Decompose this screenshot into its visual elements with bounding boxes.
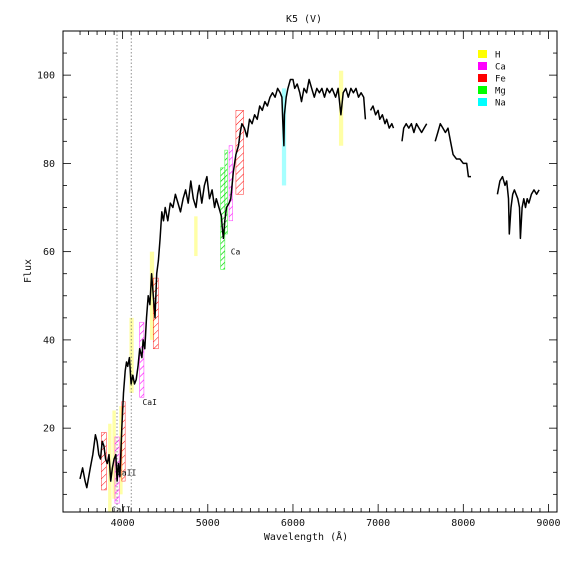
legend-label-h: H [495, 51, 500, 61]
x-tick-label: 8000 [451, 518, 475, 529]
spectrum-segment-2 [401, 122, 428, 142]
spectrum-series [79, 78, 540, 489]
annotation-1: CaII [117, 468, 136, 477]
spectrum-segment-0 [79, 78, 367, 489]
line-annotations: CaII CaII CaI Ca [112, 248, 241, 515]
x-tick-label: 7000 [366, 518, 390, 529]
spectrum-segment-4 [496, 175, 540, 240]
legend-swatch-fe [478, 74, 487, 82]
annotation-0: CaII [112, 505, 131, 514]
y-axis-label: Flux [23, 259, 34, 283]
legend: H Ca Fe Mg Na [478, 50, 506, 109]
legend-label-ca: Ca [495, 63, 506, 73]
band-ca-8 [139, 321, 145, 398]
x-axis-ticks: 4000 5000 6000 7000 8000 9000 [79, 31, 561, 529]
legend-label-na: Na [495, 99, 506, 109]
legend-label-mg: Mg [495, 87, 506, 97]
legend-swatch-mg [478, 86, 487, 94]
x-tick-label: 4000 [111, 518, 135, 529]
x-tick-label: 9000 [536, 518, 560, 529]
legend-swatch-ca [478, 62, 487, 70]
annotation-3: Ca [231, 248, 241, 257]
spectral-line-bands [101, 70, 344, 512]
spectrum-segment-3 [434, 122, 471, 178]
y-tick-label: 100 [37, 71, 55, 82]
band-h-3 [129, 317, 134, 393]
legend-swatch-na [478, 98, 487, 106]
y-tick-label: 60 [43, 247, 55, 258]
band-h-5 [194, 216, 198, 257]
band-h-4 [149, 251, 155, 340]
legend-label-fe: Fe [495, 75, 506, 85]
chart-title: K5 (V) [286, 14, 322, 25]
x-axis-label: Wavelength (Å) [264, 530, 348, 543]
y-tick-label: 40 [43, 335, 55, 346]
x-tick-label: 5000 [196, 518, 220, 529]
y-tick-label: 20 [43, 424, 55, 435]
x-tick-label: 6000 [281, 518, 305, 529]
y-axis-ticks: 20 40 60 80 100 [37, 30, 557, 495]
legend-swatch-h [478, 50, 487, 58]
spectrum-segment-1 [369, 105, 395, 129]
band-h-1 [112, 410, 116, 499]
y-tick-label: 80 [43, 159, 55, 170]
annotation-2: CaI [142, 398, 157, 407]
band-mg-15 [224, 149, 228, 235]
